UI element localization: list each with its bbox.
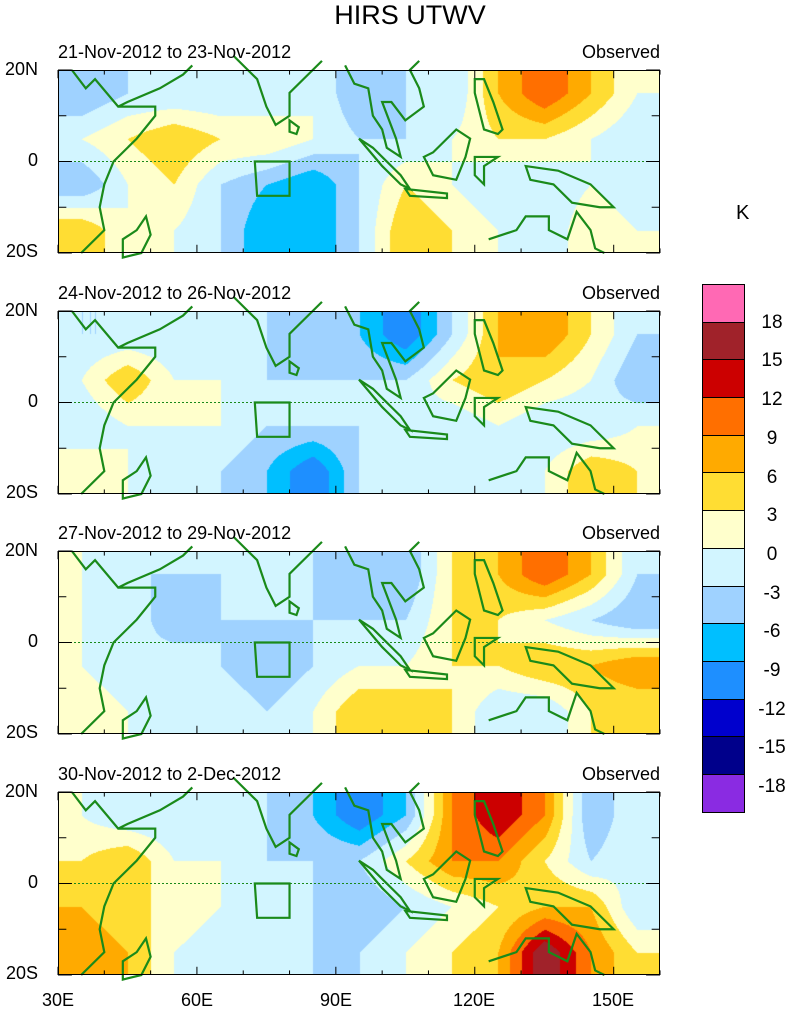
colorbar-label: 12 bbox=[761, 389, 783, 411]
y-label: 0 bbox=[27, 631, 38, 651]
colorbar-label: -9 bbox=[763, 660, 781, 681]
colorbar bbox=[702, 284, 745, 813]
y-label: 20N bbox=[4, 781, 38, 801]
colorbar-label: 0 bbox=[766, 543, 778, 565]
y-label: 0 bbox=[27, 391, 38, 411]
colorbar-box bbox=[702, 660, 745, 700]
y-label: 20S bbox=[5, 722, 38, 742]
colorbar-label: -18 bbox=[758, 776, 786, 798]
map-panel-1: 21-Nov-2012 to 23-Nov-2012 Observed 20N … bbox=[5, 42, 660, 253]
y-label: 20N bbox=[4, 59, 38, 79]
panel-label: Observed bbox=[581, 42, 660, 62]
colorbar-box bbox=[702, 585, 745, 625]
colorbar-label: 18 bbox=[761, 311, 783, 333]
map-panel-3: 27-Nov-2012 to 29-Nov-2012 Observed 20N … bbox=[5, 523, 660, 734]
x-label: 150E bbox=[591, 990, 635, 1010]
y-label: 0 bbox=[27, 872, 38, 892]
colorbar-box bbox=[702, 623, 745, 662]
colorbar-label: -12 bbox=[758, 698, 786, 720]
colorbar-unit: K bbox=[736, 202, 750, 224]
panel-date-range: 30-Nov-2012 to 2-Dec-2012 bbox=[58, 764, 282, 784]
panel-date-range: 21-Nov-2012 to 23-Nov-2012 bbox=[58, 42, 292, 62]
map-panel-2: 24-Nov-2012 to 26-Nov-2012 Observed 20N … bbox=[5, 283, 660, 494]
colorbar-label: 3 bbox=[766, 505, 778, 527]
colorbar-box bbox=[702, 510, 745, 549]
colorbar-box bbox=[702, 397, 745, 436]
y-label: 20S bbox=[5, 963, 38, 983]
panel-label: Observed bbox=[581, 283, 660, 303]
colorbar-box bbox=[702, 547, 745, 587]
colorbar-box bbox=[702, 359, 745, 399]
y-label: 20N bbox=[4, 540, 38, 560]
map-frame bbox=[58, 792, 660, 975]
panel-date-range: 27-Nov-2012 to 29-Nov-2012 bbox=[58, 523, 292, 543]
coastlines bbox=[58, 792, 660, 975]
map-frame bbox=[58, 311, 660, 494]
y-label: 20S bbox=[5, 482, 38, 502]
x-label: 60E bbox=[180, 990, 214, 1010]
map-frame bbox=[58, 70, 660, 253]
colorbar-box bbox=[702, 472, 745, 512]
x-label: 30E bbox=[41, 990, 75, 1010]
x-label: 120E bbox=[452, 990, 496, 1010]
colorbar-label: -6 bbox=[763, 621, 781, 643]
colorbar-label: 15 bbox=[761, 350, 783, 372]
panel-label: Observed bbox=[581, 764, 660, 784]
y-label: 0 bbox=[27, 150, 38, 170]
y-label: 20N bbox=[4, 300, 38, 320]
colorbar-label: 9 bbox=[766, 427, 778, 449]
colorbar-label: -3 bbox=[763, 582, 781, 604]
x-label: 90E bbox=[319, 990, 353, 1010]
map-panel-4: 30-Nov-2012 to 2-Dec-2012 Observed 20N 0… bbox=[5, 764, 660, 975]
colorbar-label: 6 bbox=[766, 466, 778, 488]
y-label: 20S bbox=[5, 241, 38, 261]
colorbar-box bbox=[702, 321, 745, 361]
panel-label: Observed bbox=[581, 523, 660, 543]
colorbar-box bbox=[702, 434, 745, 474]
map-frame bbox=[58, 551, 660, 734]
colorbar-box bbox=[702, 698, 745, 738]
colorbar-label: -15 bbox=[758, 737, 786, 759]
colorbar-box bbox=[702, 284, 745, 323]
colorbar-box bbox=[702, 773, 745, 813]
colorbar-box bbox=[702, 736, 745, 775]
panel-date-range: 24-Nov-2012 to 26-Nov-2012 bbox=[58, 283, 292, 303]
figure-title: HIRS UTWV bbox=[334, 0, 486, 30]
